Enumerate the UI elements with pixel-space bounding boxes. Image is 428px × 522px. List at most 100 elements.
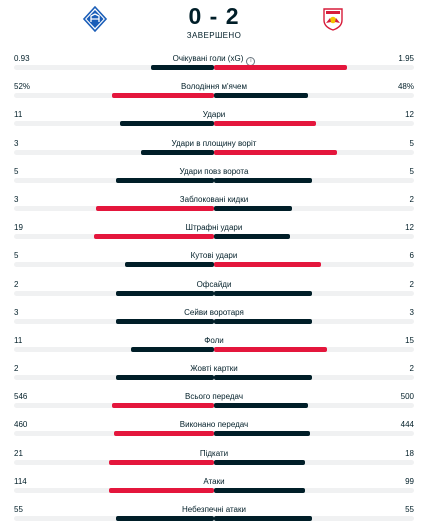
stat-bar-home (108, 459, 214, 465)
stat-bar-track (14, 459, 414, 465)
stat-bar-track (14, 431, 414, 437)
stat-label: Штрафні удари (185, 223, 243, 233)
stat-bar-track (14, 234, 414, 240)
stat-home-value: 3 (14, 307, 19, 317)
stat-bar-away (214, 290, 312, 296)
stat-label: Атаки (203, 476, 225, 486)
stat-bar-away (214, 262, 321, 268)
stat-away-value: 5 (409, 166, 414, 176)
stat-label: Жовті картки (190, 364, 238, 374)
stat-home-value: 546 (14, 392, 28, 402)
stat-away-value: 2 (409, 194, 414, 204)
stat-bar-track (14, 65, 414, 70)
stat-bar-track (14, 516, 414, 521)
stat-bar-track (14, 375, 414, 381)
stat-label-wrap: Офсайди (0, 280, 428, 290)
stat-label: Удари (202, 110, 226, 120)
stat-bar-track (14, 177, 414, 183)
stat-bar-away (214, 459, 305, 465)
stat-label-wrap: Атаки (0, 477, 428, 487)
stat-label-wrap: Кутові удари (0, 251, 428, 261)
stat-away-value: 12 (405, 110, 414, 120)
stat-bar-home (96, 205, 214, 211)
stat-home-value: 11 (14, 335, 23, 345)
stat-label: Удари повз ворота (179, 166, 249, 176)
stat-home-value: 19 (14, 223, 23, 233)
stat-away-value: 18 (405, 448, 414, 458)
stat-row: 0.93 Очікувані голи (xG) i 1.95 (0, 50, 428, 78)
stat-away-value: 6 (409, 251, 414, 261)
stat-bar-home (151, 65, 214, 70)
stat-bar-away (214, 318, 312, 324)
stat-bar-track (14, 318, 414, 324)
stat-home-value: 114 (14, 476, 27, 486)
stat-away-value: 15 (405, 335, 414, 345)
stat-bar-track (14, 93, 414, 99)
stat-home-value: 21 (14, 448, 23, 458)
stat-bar-away (214, 205, 293, 211)
stat-row: 11 Фоли 15 (0, 332, 428, 360)
match-status: ЗАВЕРШЕНО (186, 31, 242, 40)
stats-list: 0.93 Очікувані голи (xG) i 1.95 52% Володіння… (0, 50, 428, 522)
stat-home-value: 0.93 (14, 54, 30, 63)
stat-label-wrap: Сейви воротаря (0, 308, 428, 318)
stat-row: 19 Штрафні удари 12 (0, 219, 428, 247)
dynamo-kyiv-crest-icon[interactable] (82, 6, 108, 32)
stat-label-wrap: Удари в площину воріт (0, 139, 428, 149)
stat-label: Володіння м'ячем (181, 82, 247, 92)
stat-label-wrap: Небезпечні атаки (0, 505, 428, 515)
stat-bar-away (214, 177, 312, 183)
stat-bar-away (214, 121, 317, 127)
stat-home-value: 11 (14, 110, 23, 120)
stat-bar-track (14, 487, 414, 493)
stat-away-value: 1.95 (398, 54, 414, 63)
stat-row: 114 Атаки 99 (0, 473, 428, 501)
stat-row: 21 Підкати 18 (0, 445, 428, 473)
stat-label-wrap: Володіння м'ячем (0, 82, 428, 92)
stat-away-value: 5 (409, 138, 414, 148)
stat-home-value: 55 (14, 505, 23, 514)
stat-bar-home (140, 149, 214, 155)
stat-bar-home (120, 121, 214, 127)
stat-label: Офсайди (196, 279, 232, 289)
stat-home-value: 5 (14, 251, 19, 261)
stat-row: 52% Володіння м'ячем 48% (0, 78, 428, 106)
stat-home-value: 5 (14, 166, 19, 176)
stat-row: 546 Всього передач 500 (0, 388, 428, 416)
stat-label-wrap: Штрафні удари (0, 223, 428, 233)
stat-row: 3 Заблоковані кидки 2 (0, 191, 428, 219)
stat-row: 2 Жовті картки 2 (0, 360, 428, 388)
stat-bar-home (114, 431, 214, 437)
stat-label: Удари в площину воріт (171, 138, 257, 148)
stat-bar-track (14, 403, 414, 409)
stat-label: Очікувані голи (xG) (172, 54, 244, 63)
stat-bar-home (93, 234, 214, 240)
stat-bar-away (214, 346, 328, 352)
stat-bar-away (214, 234, 290, 240)
stat-bar-away (214, 375, 312, 381)
stat-away-value: 444 (400, 420, 414, 430)
match-score: 0 - 2 (188, 3, 240, 29)
stat-bar-home (116, 318, 214, 324)
stat-away-value: 2 (409, 364, 414, 374)
red-bull-salzburg-crest-icon[interactable] (320, 6, 346, 32)
stat-row: 2 Офсайди 2 (0, 276, 428, 304)
stat-label-wrap: Фоли (0, 336, 428, 346)
stat-row: 55 Небезпечні атаки 55 (0, 501, 428, 522)
stat-bar-track (14, 346, 414, 352)
stat-label-wrap: Удари (0, 110, 428, 120)
stat-away-value: 2 (409, 279, 414, 289)
stat-row: 5 Кутові удари 6 (0, 247, 428, 275)
stat-row: 3 Сейви воротаря 3 (0, 304, 428, 332)
stat-away-value: 500 (400, 392, 414, 402)
stat-away-value: 99 (405, 476, 414, 486)
stat-bar-home (116, 290, 214, 296)
stat-bar-away (214, 149, 337, 155)
stat-home-value: 2 (14, 364, 19, 374)
stat-row: 3 Удари в площину воріт 5 (0, 135, 428, 163)
stat-away-value: 55 (405, 505, 414, 514)
stat-away-value: 3 (409, 307, 414, 317)
match-header: 0 - 2 ЗАВЕРШЕНО (0, 0, 428, 50)
stat-label: Виконано передач (179, 420, 249, 430)
stat-label-wrap: Підкати (0, 449, 428, 459)
